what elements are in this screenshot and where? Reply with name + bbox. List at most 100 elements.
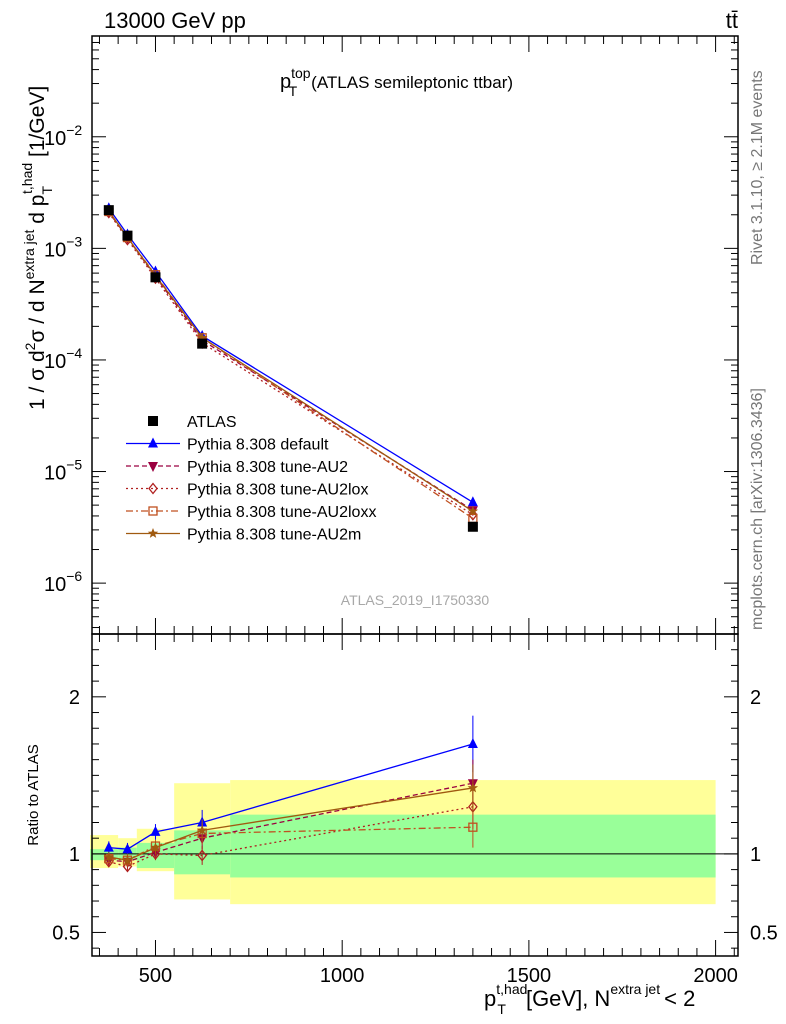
data-point — [103, 205, 114, 216]
legend-marker — [148, 482, 158, 495]
ratio-y-tick-label-right: 2 — [750, 687, 761, 709]
main-series-line — [108, 211, 474, 511]
legend-item: Pythia 8.308 tune-AU2lox — [126, 482, 368, 499]
legend-marker — [148, 437, 158, 448]
x-tick-label: 2000 — [693, 965, 738, 987]
legend-label: Pythia 8.308 tune-AU2m — [187, 527, 361, 544]
ylabel-c-sup: t,had — [19, 163, 35, 194]
y-tick-label: 10−4 — [44, 345, 82, 373]
y-tick-mantissa: 10 — [44, 239, 66, 261]
y-tick-label: 10−6 — [44, 568, 82, 596]
ratio-series-marker — [467, 737, 478, 748]
data-point — [467, 521, 478, 532]
y-tick-exponent: −3 — [66, 233, 82, 249]
x-tick-label: 1500 — [507, 965, 552, 987]
ratio-series-marker — [197, 849, 207, 862]
legend-item: Pythia 8.308 tune-AU2m — [126, 527, 361, 544]
ylabel-a: 1 / σ d — [26, 350, 49, 410]
ylabel-a-sup: 2 — [22, 342, 38, 350]
xlabel-sup: t,had — [496, 981, 527, 997]
main-frame — [91, 35, 739, 635]
y-tick-exponent: −4 — [66, 345, 82, 361]
title-sup: top — [291, 65, 311, 81]
analysis-watermark: ATLAS_2019_I1750330 — [341, 592, 490, 608]
process-label: tt̄ — [726, 8, 738, 33]
legend-item: Pythia 8.308 tune-AU2loxx — [126, 504, 376, 521]
ratio-x-axis: 500 1000 1500 2000 — [98, 634, 738, 987]
title-p: p — [280, 71, 291, 93]
main-panel: 10−610−510−410−310−2 — [44, 35, 739, 635]
legend-label: Pythia 8.308 tune-AU2loxx — [187, 504, 376, 521]
ylabel-b: σ / d N — [26, 279, 49, 342]
xlabel-unit: [GeV], N — [526, 986, 610, 1011]
x-tick-label: 500 — [139, 965, 172, 987]
ratio-series-marker — [122, 854, 133, 865]
legend: ATLAS Pythia 8.308 default Pythia 8.308 tu… — [126, 414, 376, 544]
y-tick-label: 10−5 — [44, 457, 82, 485]
y-tick-mantissa: 10 — [44, 574, 66, 596]
y-tick-exponent: −2 — [66, 122, 82, 138]
ratio-series-marker — [150, 842, 161, 853]
ratio-y-tick-label: 1 — [69, 844, 80, 866]
main-y-axis: 10−610−510−410−310−2 — [44, 35, 738, 629]
ratio-series-marker — [103, 851, 114, 862]
mcplots-label: mcplots.cern.ch [arXiv:1306.3436] — [749, 388, 766, 630]
ratio-frame — [91, 633, 739, 957]
main-series-marker — [467, 505, 479, 516]
ratio-y-tick-label-right: 1 — [750, 844, 761, 866]
title-rest: (ATLAS semileptonic ttbar) — [311, 73, 513, 92]
legend-marker — [148, 462, 158, 472]
legend-marker — [148, 416, 158, 426]
title-sub: T — [289, 83, 298, 99]
ratio-series-marker — [103, 841, 114, 852]
main-y-label: 1 / σ d2σ / d Nextra jet d pTt,had [1/Ge… — [19, 86, 55, 410]
y-tick-mantissa: 10 — [44, 463, 66, 485]
ratio-panel: 0.5 0.5 1 1 2 2 500 1000 1500 2000 — [52, 633, 778, 987]
legend-marker — [147, 528, 159, 538]
xlabel-sup2: extra jet — [610, 981, 660, 997]
x-axis-label: pt,had T [GeV], Nextra jet < 2 — [484, 981, 695, 1017]
legend-label: ATLAS — [187, 414, 237, 431]
x-tick-label: 1000 — [320, 965, 365, 987]
main-series-marker — [196, 332, 208, 343]
y-tick-mantissa: 10 — [44, 351, 66, 373]
main-series-marker — [467, 496, 478, 507]
ratio-y-label: Ratio to ATLAS — [25, 744, 42, 845]
legend-marker — [148, 506, 158, 516]
legend-label: Pythia 8.308 tune-AU2 — [187, 459, 348, 476]
ratio-y-tick-label: 2 — [69, 687, 80, 709]
band-inner — [90, 849, 119, 861]
ratio-series-marker — [150, 847, 161, 860]
legend-item: ATLAS — [148, 414, 237, 431]
ratio-series-marker — [467, 782, 479, 793]
y-tick-mantissa: 10 — [44, 128, 66, 150]
xlabel-p: p — [484, 986, 496, 1011]
y-tick-exponent: −6 — [66, 568, 82, 584]
ylabel-c-sub: T — [39, 186, 55, 195]
ylabel-c: d p — [26, 195, 49, 230]
y-tick-exponent: −5 — [66, 457, 82, 473]
rivet-label: Rivet 3.1.10, ≥ 2.1M events — [749, 70, 766, 265]
ylabel-d: [1/GeV] — [26, 86, 49, 163]
main-series-marker — [468, 508, 478, 521]
data-point — [197, 338, 208, 349]
legend-label: Pythia 8.308 default — [187, 437, 329, 454]
y-tick-label: 10−2 — [44, 122, 82, 150]
data-point — [150, 272, 161, 283]
data-point — [122, 230, 133, 241]
legend-item: Pythia 8.308 default — [126, 437, 329, 454]
ratio-y-tick-label-right: 0.5 — [750, 922, 778, 944]
legend-item: Pythia 8.308 tune-AU2 — [126, 459, 348, 476]
ratio-y-axis: 0.5 0.5 1 1 2 2 — [52, 649, 778, 949]
xlabel-tail: < 2 — [664, 986, 695, 1011]
ratio-series-marker — [150, 825, 161, 836]
ratio-series-marker — [122, 843, 133, 854]
energy-label: 13000 GeV pp — [104, 8, 246, 33]
y-tick-label: 10−3 — [44, 233, 82, 261]
ylabel-b-sup: extra jet — [21, 229, 37, 279]
chart-title: ptop T (ATLAS semileptonic ttbar) — [280, 65, 513, 99]
xlabel-sub: T — [497, 1001, 506, 1017]
ratio-series-marker — [196, 824, 208, 835]
legend-label: Pythia 8.308 tune-AU2lox — [187, 482, 368, 499]
